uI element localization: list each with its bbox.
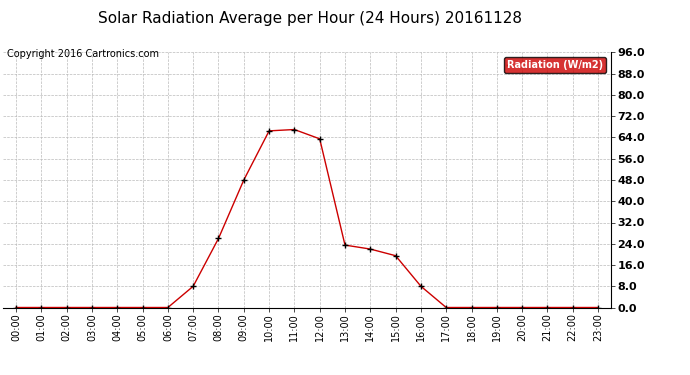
Text: Copyright 2016 Cartronics.com: Copyright 2016 Cartronics.com (7, 49, 159, 59)
Legend: Radiation (W/m2): Radiation (W/m2) (504, 57, 606, 73)
Text: Solar Radiation Average per Hour (24 Hours) 20161128: Solar Radiation Average per Hour (24 Hou… (99, 11, 522, 26)
